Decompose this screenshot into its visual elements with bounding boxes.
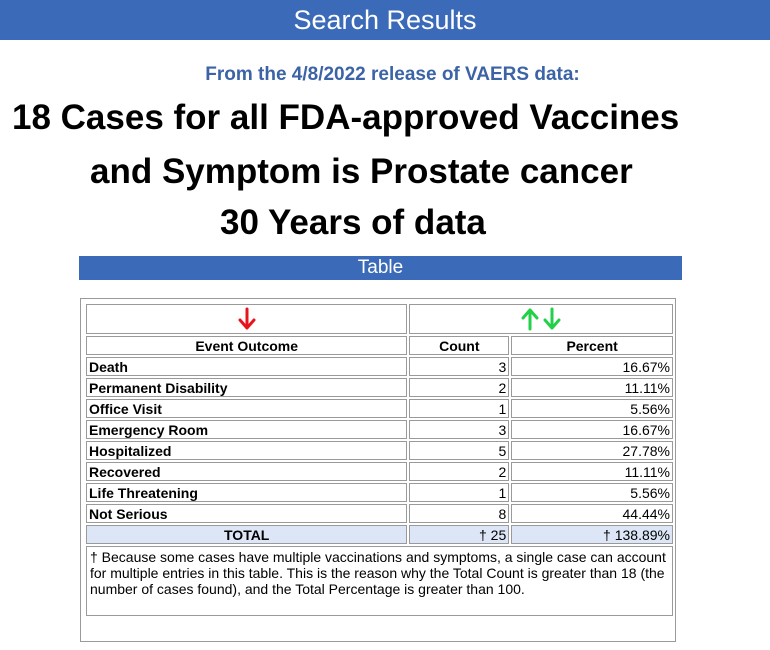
results-table: Event Outcome Count Percent Death 3 16.6… xyxy=(84,302,675,618)
footnote-text: † Because some cases have multiple vacci… xyxy=(86,546,673,616)
row-label: Life Threatening xyxy=(86,483,408,502)
row-count: 1 xyxy=(409,399,510,418)
headline-line-2: and Symptom is Prostate cancer xyxy=(90,152,633,191)
table-row: Permanent Disability 2 11.11% xyxy=(86,378,673,397)
table-row: Death 3 16.67% xyxy=(86,357,673,376)
row-percent: 44.44% xyxy=(511,504,673,523)
footnote-row: † Because some cases have multiple vacci… xyxy=(86,546,673,616)
table-row: Hospitalized 5 27.78% xyxy=(86,441,673,460)
row-percent: 5.56% xyxy=(511,483,673,502)
column-header-outcome[interactable]: Event Outcome xyxy=(86,336,408,355)
row-label: Recovered xyxy=(86,462,408,481)
arrow-down-icon[interactable] xyxy=(543,307,561,331)
headline-line-1: 18 Cases for all FDA-approved Vaccines xyxy=(12,98,680,137)
table-row: Emergency Room 3 16.67% xyxy=(86,420,673,439)
table-row: Office Visit 1 5.56% xyxy=(86,399,673,418)
total-row: TOTAL † 25 † 138.89% xyxy=(86,525,673,544)
table-row: Life Threatening 1 5.56% xyxy=(86,483,673,502)
release-subtitle: From the 4/8/2022 release of VAERS data: xyxy=(205,64,580,85)
table-section-bar: Table xyxy=(79,256,682,280)
column-header-count[interactable]: Count xyxy=(409,336,510,355)
headline-line-3: 30 Years of data xyxy=(220,203,486,242)
total-count: † 25 xyxy=(409,525,510,544)
row-count: 3 xyxy=(409,357,510,376)
arrow-up-icon[interactable] xyxy=(521,307,539,331)
sort-arrow-row xyxy=(86,304,673,334)
row-percent: 16.67% xyxy=(511,357,673,376)
row-count: 2 xyxy=(409,462,510,481)
row-label: Hospitalized xyxy=(86,441,408,460)
row-label: Emergency Room xyxy=(86,420,408,439)
sort-cell-outcome[interactable] xyxy=(86,304,408,334)
row-percent: 16.67% xyxy=(511,420,673,439)
row-label: Not Serious xyxy=(86,504,408,523)
sort-cell-count[interactable] xyxy=(409,304,673,334)
row-count: 3 xyxy=(409,420,510,439)
total-label: TOTAL xyxy=(86,525,408,544)
row-count: 8 xyxy=(409,504,510,523)
row-percent: 27.78% xyxy=(511,441,673,460)
row-percent: 11.11% xyxy=(511,378,673,397)
table-row: Recovered 2 11.11% xyxy=(86,462,673,481)
table-header-row: Event Outcome Count Percent xyxy=(86,336,673,355)
total-percent: † 138.89% xyxy=(511,525,673,544)
results-table-container: Event Outcome Count Percent Death 3 16.6… xyxy=(80,298,676,642)
row-label: Permanent Disability xyxy=(86,378,408,397)
row-percent: 5.56% xyxy=(511,399,673,418)
table-row: Not Serious 8 44.44% xyxy=(86,504,673,523)
row-percent: 11.11% xyxy=(511,462,673,481)
row-count: 5 xyxy=(409,441,510,460)
row-count: 2 xyxy=(409,378,510,397)
row-label: Death xyxy=(86,357,408,376)
row-label: Office Visit xyxy=(86,399,408,418)
arrow-down-icon[interactable] xyxy=(238,307,256,331)
search-results-header: Search Results xyxy=(0,0,770,40)
column-header-percent[interactable]: Percent xyxy=(511,336,673,355)
row-count: 1 xyxy=(409,483,510,502)
